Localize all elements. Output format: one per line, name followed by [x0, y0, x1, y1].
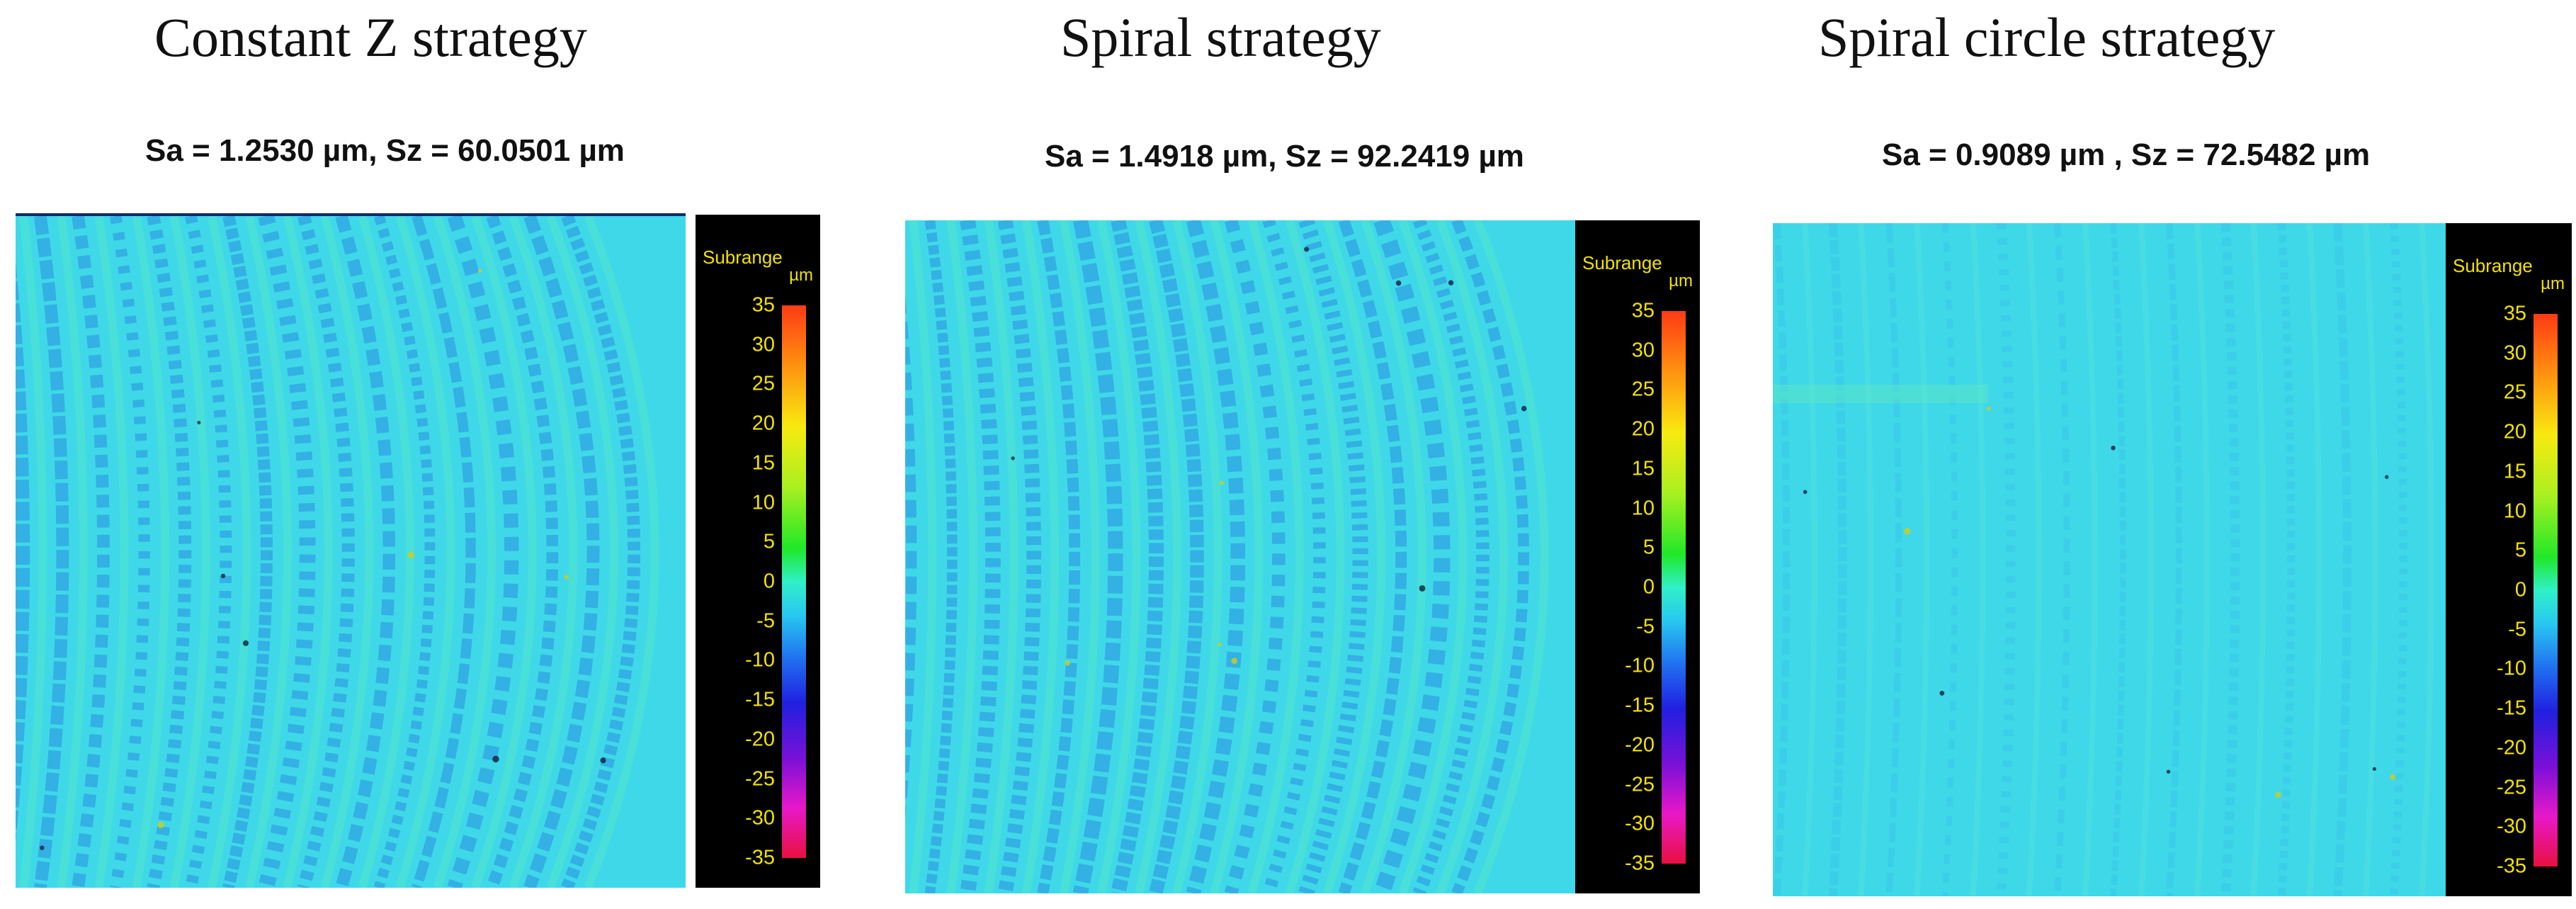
colorbar-tick-label: 25 [1631, 378, 1655, 401]
colorbar-label: Subrange [1582, 252, 1662, 273]
roughness-stats: Sa = 1.4918 µm, Sz = 92.2419 µm [1045, 139, 1524, 174]
colorbar-tick-label: 35 [2503, 302, 2526, 325]
surface-height-map [16, 216, 686, 888]
colorbar-label: Subrange [2453, 255, 2533, 276]
colorbar-gradient [2534, 314, 2558, 866]
colorbar-tick-label: -25 [1625, 773, 1655, 796]
colorbar: Subrange µm 35 30 25 20 15 10 5 0 -5 -10 -15 -20 -25… [1575, 220, 1700, 893]
panel-title: Constant Z strategy [154, 6, 587, 68]
colorbar-unit: µm [2541, 274, 2565, 293]
colorbar-label: Subrange [703, 247, 783, 268]
image-top-border [16, 213, 686, 216]
colorbar-tick-label: -30 [745, 806, 775, 830]
panel-title: Spiral strategy [1060, 6, 1381, 68]
colorbar-tick-label: 30 [1631, 339, 1655, 362]
colorbar-tick-label: -30 [1625, 812, 1655, 835]
colorbar-tick-label: 5 [1642, 536, 1655, 559]
colorbar-tick-label: 0 [763, 570, 775, 593]
colorbar-tick-label: 30 [751, 333, 775, 356]
colorbar-unit: µm [1669, 271, 1693, 290]
surface-height-map [905, 220, 1575, 893]
colorbar-tick-label: 10 [751, 491, 775, 514]
colorbar: Subrange µm 35 30 25 20 15 10 5 0 -5 -10 -15 -20 -25… [696, 215, 820, 888]
colorbar-tick-label: 10 [2503, 499, 2526, 523]
colorbar-tick-label: -35 [2497, 854, 2526, 878]
colorbar-tick-label: 0 [2514, 578, 2526, 602]
colorbar-tick-label: -20 [1625, 733, 1655, 757]
colorbar-tick-label: -5 [1636, 615, 1655, 638]
roughness-stats: Sa = 0.9089 µm , Sz = 72.5482 µm [1882, 137, 2371, 172]
surface-height-map [1773, 223, 2446, 896]
colorbar-tick-label: -25 [745, 767, 775, 791]
colorbar-tick-label: -15 [745, 688, 775, 711]
colorbar-gradient [782, 305, 806, 858]
colorbar-tick-label: 5 [2514, 538, 2526, 562]
colorbar-tick-label: 25 [751, 372, 775, 395]
colorbar-tick-label: 5 [763, 530, 775, 553]
colorbar-tick-label: 25 [2503, 380, 2526, 404]
colorbar-tick-label: -10 [1625, 654, 1655, 677]
colorbar-tick-label: -35 [1625, 852, 1655, 875]
colorbar-tick-label: -15 [2497, 696, 2526, 720]
surface-texture [1773, 223, 2434, 896]
colorbar-tick-label: 20 [1631, 417, 1655, 441]
colorbar-tick-label: 30 [2503, 341, 2526, 365]
colorbar-unit: µm [789, 266, 813, 285]
colorbar-tick-label: -5 [2508, 618, 2526, 641]
surface-texture [16, 216, 659, 888]
colorbar-tick-label: 20 [2503, 420, 2526, 444]
roughness-stats: Sa = 1.2530 µm, Sz = 60.0501 µm [145, 133, 625, 168]
colorbar-tick-label: -10 [2497, 657, 2526, 680]
colorbar-tick-label: -10 [745, 648, 775, 672]
surface-texture [905, 220, 1549, 893]
colorbar-tick-label: -30 [2497, 815, 2526, 838]
colorbar-tick-label: -5 [756, 609, 775, 633]
colorbar-tick-label: -20 [2497, 736, 2526, 760]
colorbar: Subrange µm 35 30 25 20 15 10 5 0 -5 -10 -15 -20 -25… [2446, 223, 2572, 896]
colorbar-tick-label: 20 [751, 412, 775, 435]
colorbar-tick-label: 10 [1631, 497, 1655, 520]
colorbar-tick-label: 15 [751, 451, 775, 475]
panel-title: Spiral circle strategy [1818, 6, 2276, 68]
colorbar-gradient [1662, 311, 1686, 864]
colorbar-tick-label: 15 [1631, 457, 1655, 480]
colorbar-tick-label: -15 [1625, 694, 1655, 717]
colorbar-tick-label: -25 [2497, 776, 2526, 799]
colorbar-tick-label: -20 [745, 728, 775, 751]
colorbar-tick-label: 0 [1642, 575, 1655, 599]
colorbar-tick-label: 35 [751, 293, 775, 317]
colorbar-tick-label: -35 [745, 846, 775, 869]
colorbar-tick-label: 15 [2503, 460, 2526, 483]
colorbar-tick-label: 35 [1631, 299, 1655, 322]
